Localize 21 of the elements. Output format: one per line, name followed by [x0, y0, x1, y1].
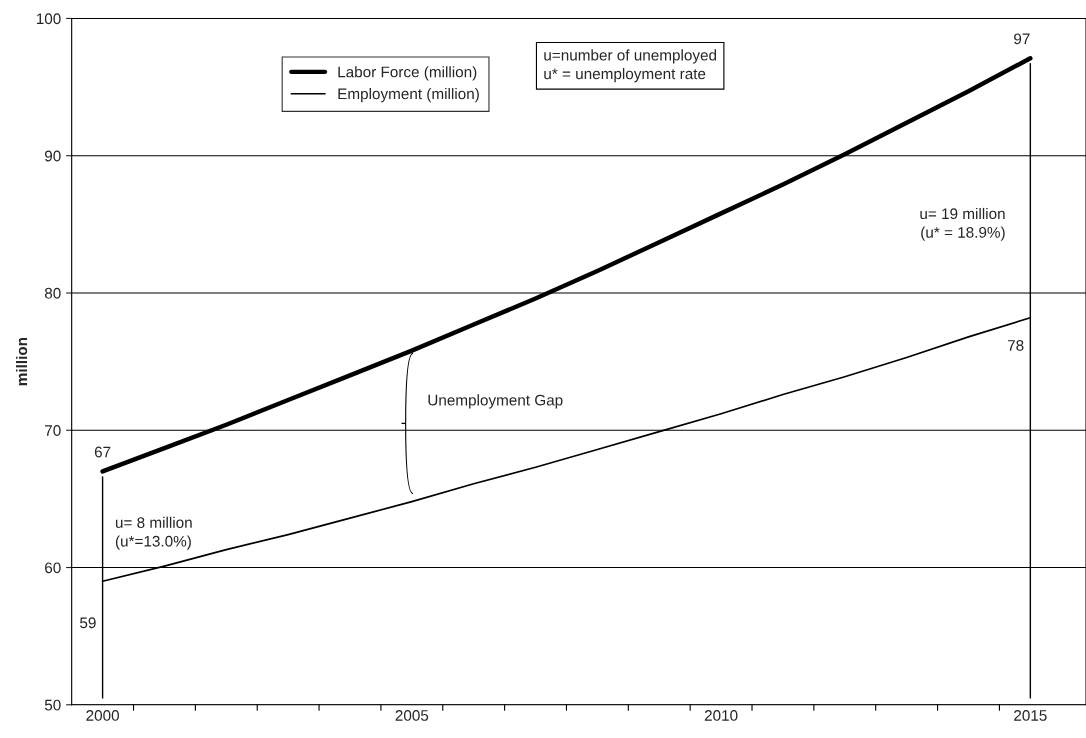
x-tick-label: 2000 [86, 710, 119, 721]
y-tick-label: 80 [44, 287, 61, 299]
annotation: u= 8 million (u*=13.0%) [115, 516, 192, 550]
x-tick-label: 2015 [1014, 710, 1047, 721]
annotation: u= 19 million (u* = 18.9%) [920, 207, 1005, 241]
data-label: 59 [80, 617, 96, 629]
annotation: Unemployment Gap [428, 394, 563, 409]
data-label: 67 [94, 446, 111, 458]
x-tick-label: 2010 [704, 710, 738, 721]
annotation: u=number of unemployed u* = unemployment rate [544, 49, 717, 83]
y-axis-title: million [15, 337, 28, 386]
data-label: 78 [1007, 340, 1024, 351]
legend-label: Labor Force (million) [338, 66, 477, 81]
y-tick-label: 90 [44, 150, 61, 162]
x-tick-label: 2005 [395, 710, 429, 721]
legend-label: Employment (million) [338, 88, 479, 103]
data-label: 97 [1014, 33, 1030, 45]
y-tick-label: 50 [44, 699, 61, 711]
y-tick-label: 100 [36, 13, 61, 25]
y-tick-label: 70 [45, 425, 61, 436]
y-tick-label: 60 [45, 562, 61, 574]
